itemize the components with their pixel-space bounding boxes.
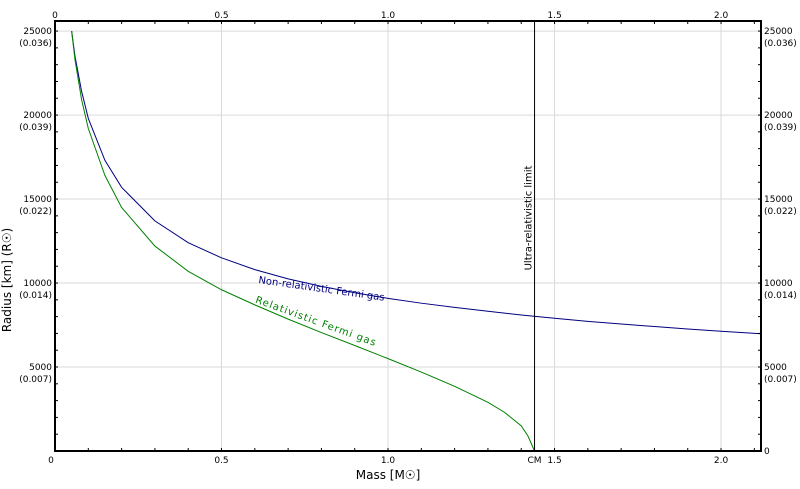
y-tick-label-right: 15000: [764, 195, 793, 205]
x-tick-label-bottom: 0: [48, 456, 54, 466]
y-tick-sublabel-left: (0.022): [19, 207, 52, 217]
y-tick-sublabel-left: (0.036): [19, 39, 52, 49]
x-tick-label-bottom: 1.5: [547, 456, 561, 466]
grid: [55, 21, 761, 451]
x-tick-label-top: 0: [52, 11, 58, 21]
x-tick-label-bottom: 2.0: [714, 456, 729, 466]
y-tick-sublabel-left: (0.007): [19, 375, 52, 385]
x-tick-label-top: 1.0: [381, 11, 396, 21]
x-tick-label-top: 0.5: [214, 11, 228, 21]
ticks: [55, 21, 761, 451]
series-label-non-relativistic: Non-relativistic Fermi gas: [258, 275, 385, 304]
y-tick-sublabel-right: (0.007): [764, 375, 797, 385]
x-tick-label-bottom: 0.5: [214, 456, 228, 466]
series-line-relativistic: [71, 31, 536, 452]
x-tick-label-top: 2.0: [714, 11, 729, 21]
y-tick-label-right: 25000: [764, 27, 793, 37]
y-tick-sublabel-left: (0.014): [19, 291, 52, 301]
x-tick-label-top: 1.5: [547, 11, 561, 21]
y-tick-label-right: 5000: [764, 363, 787, 373]
series-label-relativistic: Relativistic Fermi gas: [254, 295, 378, 349]
y-tick-sublabel-left: (0.039): [19, 123, 52, 133]
tick-labels: Ultra-relativistic limit Non-relativistic…: [19, 11, 797, 466]
y-tick-label-left: 25000: [23, 27, 52, 37]
x-tick-label-bottom: CM: [528, 456, 542, 466]
limit-line-label: Ultra-relativistic limit: [524, 166, 535, 271]
y-tick-label-right: 0: [764, 447, 770, 457]
y-axis-label: Radius [km] (R☉): [0, 228, 14, 332]
y-tick-label-right: 10000: [764, 279, 793, 289]
x-tick-label-bottom: 1.0: [381, 456, 396, 466]
x-axis-label: Mass [M☉]: [356, 468, 421, 482]
y-tick-sublabel-right: (0.022): [764, 207, 797, 217]
plot-frame: [54, 20, 762, 452]
y-tick-label-right: 20000: [764, 111, 793, 121]
plot-border: [54, 20, 762, 452]
y-tick-label-left: 10000: [23, 279, 52, 289]
y-tick-label-left: 15000: [23, 195, 52, 205]
y-tick-sublabel-right: (0.039): [764, 123, 797, 133]
y-tick-label-left: 20000: [23, 111, 52, 121]
series-line-non-relativistic: [71, 31, 762, 335]
curves: [71, 21, 762, 452]
y-tick-label-left: 5000: [29, 363, 52, 373]
y-tick-sublabel-right: (0.014): [764, 291, 797, 301]
y-tick-sublabel-right: (0.036): [764, 39, 797, 49]
